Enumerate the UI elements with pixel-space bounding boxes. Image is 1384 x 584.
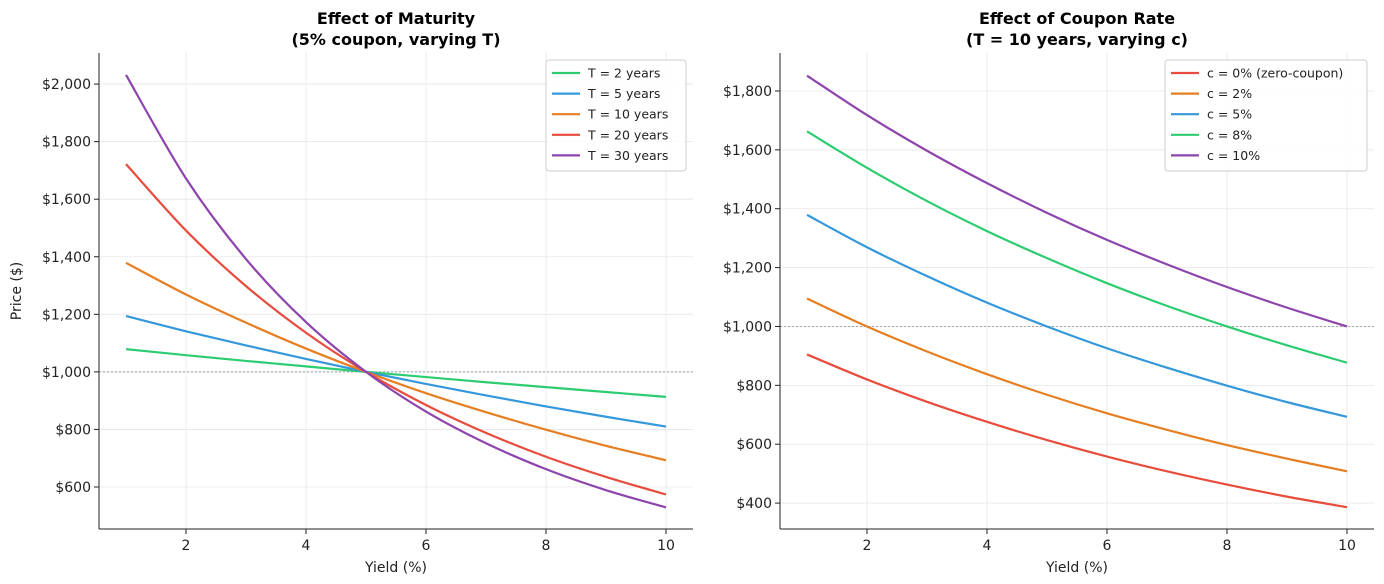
legend-label: T = 10 years <box>587 107 668 122</box>
x-tick-label: 2 <box>182 538 191 554</box>
legend-label: T = 2 years <box>587 66 660 81</box>
series-line <box>806 213 1348 418</box>
right-plot: 2 4 6 8 10 $400 $600 $800 $1,000 $1,200 $1,400 $1,6… <box>723 53 1374 554</box>
legend-label: c = 5% <box>1207 107 1252 122</box>
legend-label: c = 8% <box>1207 127 1252 142</box>
x-tick-label: 4 <box>983 538 992 554</box>
x-tick-label: 6 <box>422 538 431 554</box>
legend-label: T = 5 years <box>587 86 660 101</box>
legend: c = 0% (zero-coupon) c = 2% c = 5% c = 8% c … <box>1164 59 1368 172</box>
y-tick-label: $1,800 <box>723 84 772 100</box>
series-line <box>125 74 667 509</box>
y-tick-label: $600 <box>55 480 91 496</box>
legend-box <box>1164 59 1368 172</box>
right-chart-title: Effect of Coupon Rate <box>979 9 1175 28</box>
y-tick-label: $400 <box>736 496 772 512</box>
x-tick-label: 2 <box>863 538 872 554</box>
y-tick-label: $1,800 <box>42 135 91 151</box>
series-line <box>125 163 667 496</box>
left-plot: 2 4 6 8 10 $600 $800 $1,000 $1,200 $1,400 $1,600 $1… <box>42 53 693 554</box>
legend: T = 2 years T = 5 years T = 10 years T = 20… <box>545 59 687 172</box>
series-line <box>806 130 1348 364</box>
y-tick-label: $2,000 <box>42 77 91 93</box>
y-tick-label: $1,600 <box>723 143 772 159</box>
right-chart-subtitle: (T = 10 years, varying c) <box>966 30 1188 49</box>
y-tick-label: $1,200 <box>723 261 772 277</box>
y-tick-label: $800 <box>736 378 772 394</box>
y-tick-label: $1,000 <box>42 365 91 381</box>
x-tick-label: 8 <box>542 538 551 554</box>
left-chart-title: Effect of Maturity <box>317 9 476 28</box>
left-chart-subtitle: (5% coupon, varying T) <box>291 30 500 49</box>
x-tick-label: 6 <box>1103 538 1112 554</box>
y-tick-label: $1,400 <box>42 250 91 266</box>
x-tick-label: 10 <box>657 538 675 554</box>
y-tick-label: $600 <box>736 437 772 453</box>
series-line <box>806 297 1348 473</box>
right-x-axis-label: Yield (%) <box>1045 560 1108 576</box>
legend-label: T = 20 years <box>587 127 668 142</box>
series-line <box>125 314 667 428</box>
y-tick-label: $800 <box>55 422 91 438</box>
x-tick-label: 4 <box>302 538 311 554</box>
series-line <box>125 348 667 399</box>
series-line <box>125 261 667 462</box>
legend-label: c = 2% <box>1207 86 1252 101</box>
left-x-axis-label: Yield (%) <box>364 560 427 576</box>
y-tick-label: $1,400 <box>723 202 772 218</box>
legend-label: T = 30 years <box>587 148 668 163</box>
y-tick-label: $1,200 <box>42 307 91 323</box>
series-line <box>806 74 1348 328</box>
legend-label: c = 0% (zero-coupon) <box>1207 66 1343 81</box>
x-tick-label: 10 <box>1338 538 1356 554</box>
legend-label: c = 10% <box>1207 148 1260 163</box>
left-y-axis-label: Price ($) <box>9 262 25 320</box>
x-tick-label: 8 <box>1223 538 1232 554</box>
legend-box <box>545 59 687 172</box>
y-tick-label: $1,000 <box>723 319 772 335</box>
y-tick-label: $1,600 <box>42 192 91 208</box>
series-line <box>806 353 1348 509</box>
